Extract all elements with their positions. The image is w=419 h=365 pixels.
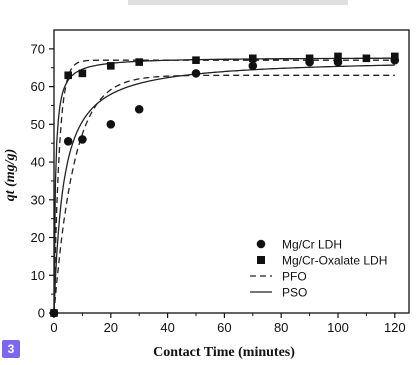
mgcr-oxalate-ldh-point — [135, 58, 143, 66]
x-tick-label: 60 — [217, 320, 231, 335]
x-tick-label: 0 — [50, 320, 57, 335]
legend-circle-marker — [256, 239, 266, 249]
cropped-caption-strip — [128, 0, 348, 5]
x-tick-label: 40 — [160, 320, 174, 335]
mgcr-oxalate-ldh-point — [249, 54, 257, 63]
y-tick-label: 0 — [38, 306, 45, 321]
x-axis-title: Contact Time (minutes) — [153, 345, 295, 360]
mgcr-ldh-point — [78, 135, 87, 144]
plot-frame — [53, 29, 410, 314]
legend-label: Mg/Cr-Oxalate LDH — [282, 254, 387, 268]
legend-square-marker — [257, 256, 265, 264]
mgcr-oxalate-ldh-point — [107, 62, 115, 70]
mgcr-oxalate-ldh-point — [362, 54, 371, 63]
mgcr-ldh-point — [63, 137, 73, 146]
y-tick-label: 70 — [31, 41, 45, 56]
mgcr-ldh-point — [106, 120, 116, 129]
y-tick-label: 50 — [31, 117, 45, 132]
page-badge: 3 — [2, 340, 20, 358]
x-tick-label: 80 — [274, 320, 288, 335]
mgcr-oxalate-ldh-point — [64, 71, 72, 80]
y-tick-label: 40 — [31, 155, 45, 170]
mgcr-oxalate-ldh-point — [391, 52, 399, 61]
y-tick-label: 10 — [31, 268, 45, 283]
x-tick-label: 20 — [104, 320, 118, 335]
x-tick-label: 100 — [327, 320, 349, 335]
y-axis-title: qt (mg/g) — [3, 149, 18, 202]
mgcr-oxalate-ldh-point — [334, 52, 342, 61]
pso-curve — [53, 64, 395, 314]
pfo-curve — [53, 74, 395, 314]
mgcr-ldh-point — [134, 104, 144, 114]
legend-label: PFO — [282, 270, 307, 284]
pso-curve — [53, 57, 395, 314]
mgcr-ldh-point — [191, 69, 201, 78]
y-tick-label: 30 — [31, 192, 45, 207]
mgcr-oxalate-ldh-point — [192, 56, 200, 64]
mgcr-oxalate-ldh-point — [305, 54, 314, 63]
y-tick-label: 60 — [31, 79, 45, 94]
x-tick-label: 120 — [384, 320, 406, 335]
mgcr-oxalate-ldh-point — [50, 309, 58, 317]
mgcr-oxalate-ldh-point — [78, 69, 87, 78]
mgcr-ldh-point — [248, 61, 258, 71]
y-tick-label: 20 — [31, 230, 45, 245]
legend-label: PSO — [282, 286, 307, 300]
legend-label: Mg/Cr LDH — [282, 238, 342, 252]
